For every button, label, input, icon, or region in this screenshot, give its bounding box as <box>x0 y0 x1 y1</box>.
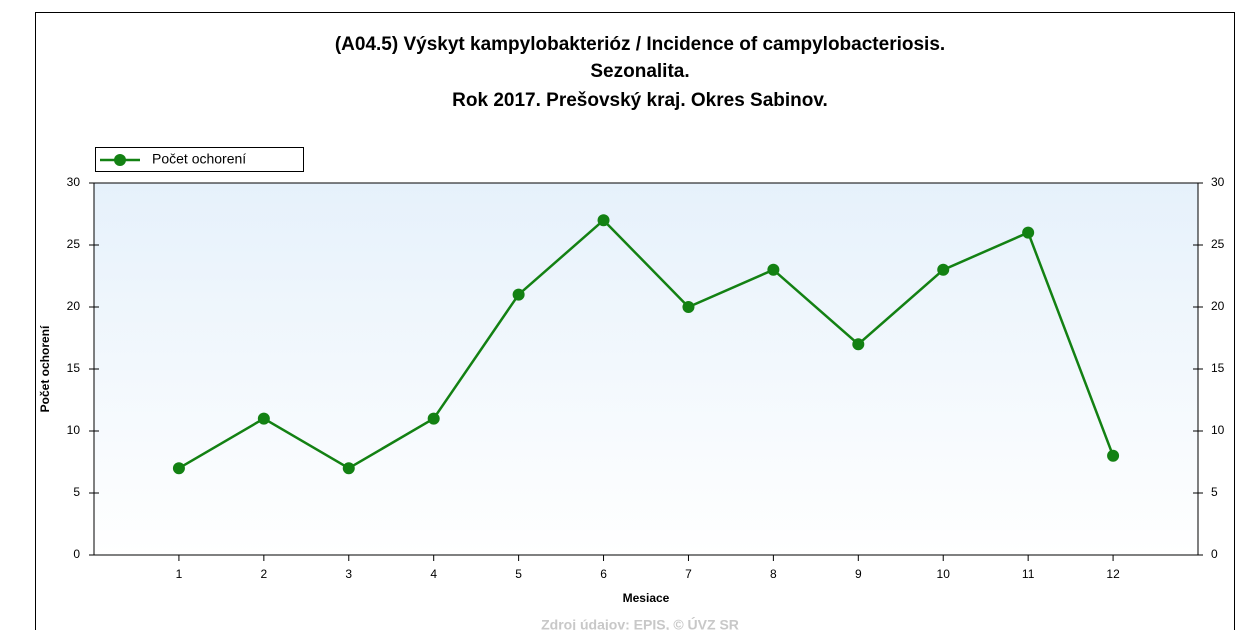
x-tick-label: 9 <box>855 567 862 581</box>
x-tick-label: 4 <box>430 567 437 581</box>
point <box>257 412 270 425</box>
x-tick-label: 5 <box>515 567 522 581</box>
chart-title: Rok 2017. Prešovský kraj. Okres Sabinov. <box>452 90 828 111</box>
point <box>937 263 950 276</box>
y-tick-label: 15 <box>67 361 81 375</box>
x-axis-label: Mesiace <box>623 591 670 605</box>
y2-tick-label: 0 <box>1211 547 1218 561</box>
x-tick-label: 3 <box>345 567 352 581</box>
y-tick-label: 20 <box>67 299 81 313</box>
point <box>767 263 780 276</box>
point <box>682 301 695 313</box>
x-tick-label: 7 <box>685 567 692 581</box>
point <box>1107 449 1120 462</box>
y-axis-label: Počet ochorení <box>38 325 52 412</box>
point <box>852 338 865 351</box>
chart-title: Sezonalita. <box>590 61 689 82</box>
y-tick-label: 5 <box>73 485 80 499</box>
y-tick-label: 30 <box>67 175 81 189</box>
x-tick-label: 6 <box>600 567 607 581</box>
y2-tick-label: 25 <box>1211 237 1225 251</box>
series-line <box>178 218 1115 470</box>
y2-tick-label: 10 <box>1211 423 1225 437</box>
point <box>1022 226 1035 239</box>
y-tick-label: 25 <box>67 237 81 251</box>
plot-area <box>94 183 1198 555</box>
x-tick-label: 8 <box>770 567 777 581</box>
x-tick-label: 11 <box>1022 567 1035 581</box>
x-tick-label: 2 <box>261 567 268 581</box>
y-tick-label: 10 <box>67 423 81 437</box>
point <box>597 214 610 227</box>
legend-marker <box>114 154 126 166</box>
point <box>342 462 355 475</box>
point <box>172 462 185 475</box>
source: Zdroj údajov: EPIS, © ÚVZ SR <box>541 616 739 630</box>
y2-tick-label: 30 <box>1211 175 1225 189</box>
x-tick-label: 10 <box>937 567 951 581</box>
point <box>427 412 440 425</box>
point <box>512 288 525 301</box>
y2-tick-label: 20 <box>1211 299 1225 313</box>
y2-tick-label: 15 <box>1211 361 1225 375</box>
legend-label: Počet ochorení <box>152 151 246 167</box>
x-tick-label: 12 <box>1106 567 1120 581</box>
y2-tick-label: 5 <box>1211 485 1218 499</box>
x-tick-label: 1 <box>176 567 183 581</box>
y-tick-label: 0 <box>73 547 80 561</box>
chart-title: (A04.5) Výskyt kampylobakterióz / Incide… <box>335 34 945 55</box>
